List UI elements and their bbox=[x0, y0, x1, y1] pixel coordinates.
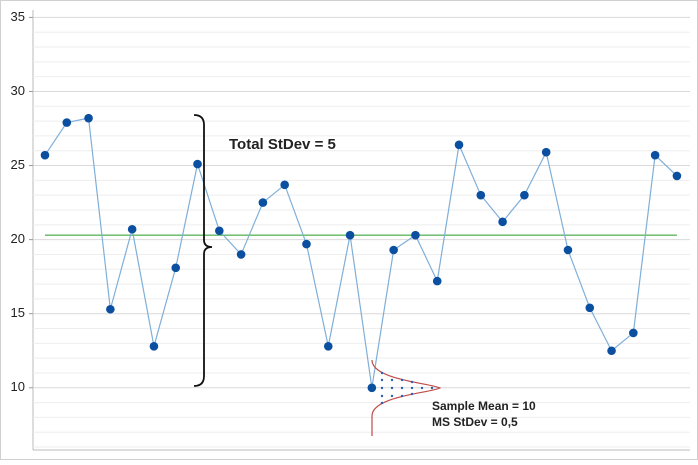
point bbox=[432, 276, 442, 286]
point bbox=[323, 341, 333, 351]
point bbox=[563, 245, 573, 255]
distribution bbox=[371, 359, 442, 436]
point bbox=[454, 140, 464, 150]
point bbox=[345, 230, 355, 240]
y-tick-label: 25 bbox=[11, 157, 25, 172]
point bbox=[62, 118, 72, 127]
point bbox=[607, 346, 616, 356]
point bbox=[280, 180, 289, 190]
point bbox=[84, 113, 93, 123]
series-line bbox=[44, 117, 678, 388]
point bbox=[541, 147, 551, 157]
point bbox=[215, 226, 224, 236]
point bbox=[171, 263, 181, 273]
brace bbox=[193, 114, 213, 387]
point bbox=[672, 171, 682, 181]
point bbox=[367, 383, 377, 393]
point bbox=[149, 341, 159, 351]
y-tick-label: 30 bbox=[11, 83, 25, 98]
point bbox=[650, 150, 660, 160]
annotation: Sample Mean = 10 bbox=[432, 399, 536, 413]
point bbox=[193, 159, 202, 169]
point bbox=[498, 217, 507, 227]
point bbox=[520, 190, 529, 200]
point bbox=[302, 239, 311, 249]
point bbox=[585, 303, 595, 313]
annotation: Total StDev = 5 bbox=[229, 136, 336, 153]
distribution-dots bbox=[380, 371, 434, 405]
point bbox=[106, 304, 115, 314]
point bbox=[476, 190, 486, 200]
point bbox=[40, 150, 50, 160]
marks bbox=[40, 113, 682, 393]
annotation: MS StDev = 0,5 bbox=[432, 415, 518, 429]
point bbox=[258, 198, 268, 207]
y-tick-label: 20 bbox=[11, 231, 25, 246]
y-tick-label: 35 bbox=[11, 9, 25, 24]
point bbox=[389, 245, 398, 255]
point bbox=[236, 250, 246, 259]
y-tick-label: 10 bbox=[11, 379, 25, 394]
point bbox=[127, 224, 137, 234]
point bbox=[629, 328, 638, 338]
point bbox=[411, 230, 420, 240]
y-tick-label: 15 bbox=[11, 305, 25, 320]
